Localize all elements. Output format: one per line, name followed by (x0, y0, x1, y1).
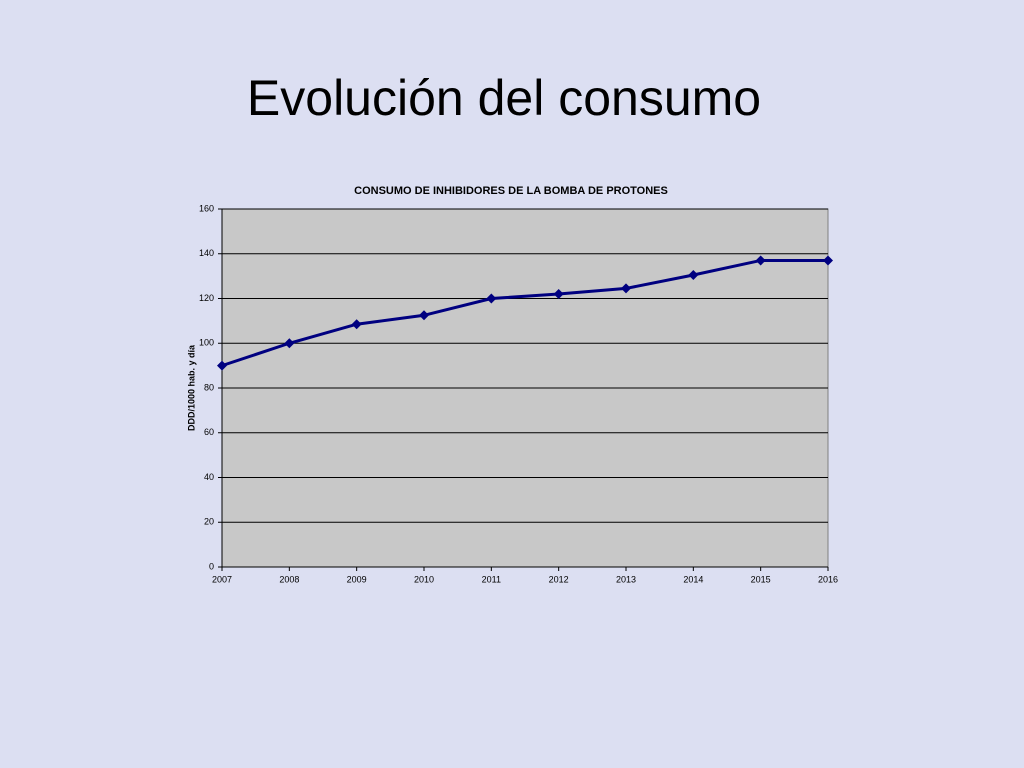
x-tick-label: 2008 (279, 574, 299, 584)
slide-title: Evolución del consumo (247, 70, 761, 126)
x-tick-label: 2013 (616, 574, 636, 584)
y-tick-label: 40 (204, 472, 214, 482)
x-tick-label: 2007 (212, 574, 232, 584)
y-tick-label: 100 (199, 338, 214, 348)
data-line (221, 258, 828, 368)
y-tick-label: 80 (204, 382, 214, 392)
data-point (823, 255, 833, 266)
y-axis-label: DDD/1000 hab. y día (186, 344, 196, 431)
data-point (755, 255, 766, 266)
x-tick-label: 2009 (347, 574, 367, 584)
y-tick-label: 120 (199, 293, 214, 303)
x-tick-label: 2012 (549, 574, 569, 584)
y-tick-label: 160 (199, 203, 214, 213)
data-point (419, 310, 429, 321)
y-tick-label: 60 (204, 427, 214, 437)
y-tick-label: 140 (199, 248, 214, 258)
x-tick-label: 2016 (818, 574, 838, 584)
y-tick-label: 0 (209, 561, 214, 571)
data-point (284, 338, 295, 349)
x-tick-label: 2011 (482, 574, 501, 584)
data-point (486, 293, 497, 304)
data-point (217, 360, 227, 371)
chart-title: CONSUMO DE INHIBIDORES DE LA BOMBA DE PR… (354, 185, 668, 197)
data-point (621, 283, 631, 294)
x-tick-label: 2010 (414, 574, 434, 584)
data-point (688, 270, 699, 281)
data-point (351, 319, 362, 330)
data-point (553, 289, 564, 300)
x-tick-label: 2015 (751, 574, 771, 584)
y-tick-label: 20 (204, 517, 214, 527)
x-tick-label: 2014 (683, 574, 703, 584)
